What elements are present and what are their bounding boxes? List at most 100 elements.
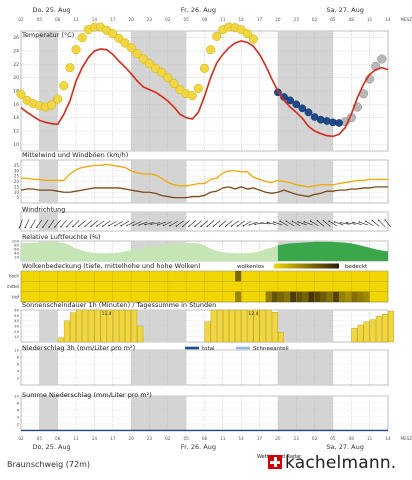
y-tick-label: 18 [13, 89, 19, 95]
y-tick-label: 30 [14, 324, 19, 329]
sunshine-bar [88, 309, 95, 343]
wind-arrow-head [200, 225, 202, 228]
hour-tick-label: 05 [183, 436, 189, 441]
temp-dot-yellow [248, 34, 258, 44]
hour-tick-label: 11 [220, 17, 226, 22]
sunshine-bar [265, 309, 272, 343]
sunshine-bar [351, 327, 358, 343]
sunshine-bar [204, 321, 211, 343]
wind-arrow-head [340, 222, 342, 224]
temp-dot-yellow [242, 29, 252, 39]
temp-dot-blue [304, 108, 313, 117]
hour-tick-label: 14 [92, 17, 98, 22]
wind-arrow [151, 222, 161, 225]
y-tick-label: 5 [16, 195, 19, 200]
temp-dot-yellow [144, 59, 154, 69]
wind-arrow-head [18, 227, 21, 229]
cloud-cell-low [332, 291, 340, 302]
hour-tick-label: 11 [220, 436, 226, 441]
y-tick-label: 14 [13, 115, 19, 121]
temp-dot-yellow [206, 45, 216, 55]
hour-tick-label: 20 [128, 17, 134, 22]
wind-arrow [36, 219, 43, 228]
wind-arrow-head [102, 225, 104, 227]
wind-arrow-head [206, 225, 208, 228]
hour-tick-label: 05 [183, 17, 189, 22]
y-tick-label: 40 [14, 318, 19, 323]
wind-arrow [206, 220, 215, 227]
wind-arrow-head [126, 224, 128, 227]
sunshine-bar [106, 309, 113, 343]
night-band [131, 396, 187, 431]
wind-arrow [108, 220, 117, 227]
sunshine-bar [388, 310, 395, 343]
wind-arrow-head [291, 220, 294, 222]
wind-arrow-head [48, 226, 50, 228]
cloud-cell-high [235, 271, 242, 282]
wind-arrow [317, 220, 325, 227]
sunshine-day-sum: 11.4 [102, 311, 112, 317]
wind-arrow-head [212, 225, 214, 228]
hour-tick-label: 05 [37, 17, 43, 22]
wind-arrow-head [279, 220, 281, 222]
wind-arrow-head [266, 221, 269, 224]
wind-arrow-head [182, 225, 184, 228]
night-band [277, 396, 333, 431]
wind-arrow [249, 221, 258, 226]
wind-arrow-head [96, 225, 98, 227]
hour-tick-label: 17 [110, 17, 116, 22]
y-tick-label: 2 [17, 376, 20, 381]
wind-arrow [310, 220, 319, 227]
day-label-top: Sa, 27. Aug [327, 6, 364, 14]
cloud-cell-low [326, 291, 333, 302]
swiss-cross-logo-icon [268, 455, 282, 469]
temp-dot-blue [335, 119, 343, 127]
sunshine-bar [222, 309, 229, 343]
wind-arrow-head [90, 225, 92, 228]
wind-line-0 [21, 163, 388, 188]
night-band [39, 310, 58, 342]
temp-dot-yellow [120, 38, 130, 48]
wind-arrow [102, 220, 111, 227]
wind-arrow-head [365, 220, 367, 222]
temp-dot-yellow [138, 54, 148, 64]
sunshine-bar [375, 316, 382, 343]
wind-arrow-head [132, 224, 134, 227]
wind-arrow [96, 220, 105, 227]
sunshine-bar [100, 309, 107, 343]
hour-tick-label: MESZ [400, 436, 412, 441]
y-tick-label: 15 [14, 184, 20, 189]
temp-dot-blue [298, 104, 307, 113]
night-band [131, 160, 187, 203]
sunshine-bar [137, 325, 144, 343]
sunshine-bar [241, 309, 248, 343]
temp-dot-yellow [132, 49, 142, 59]
brand-name[interactable]: kachelmann. [285, 453, 397, 473]
y-tick-label: 10 [14, 394, 19, 399]
wind-arrow [286, 220, 295, 227]
cloud-cell-low [320, 291, 327, 302]
y-tick-label: 10 [14, 348, 19, 353]
wind-arrow-head [254, 223, 256, 225]
wind-arrow-head [175, 225, 178, 227]
hour-tick-label: 11 [367, 436, 373, 441]
temp-dot-yellow [187, 91, 197, 101]
temperature-line [20, 40, 389, 138]
hour-tick-label: 11 [73, 436, 79, 441]
wind-arrow [365, 220, 374, 227]
temp-dot-yellow [65, 63, 75, 73]
wind-arrow [346, 222, 356, 225]
wind-arrow [19, 219, 23, 228]
hour-tick-label: 02 [312, 436, 318, 441]
wind-arrow [279, 220, 289, 227]
humidity-area-future [277, 241, 388, 261]
wind-arrow-head [60, 226, 62, 228]
temp-dot-yellow [157, 67, 167, 77]
wind-arrow [42, 219, 49, 228]
panel-title-clouds: Wolkenbedeckung (tiefe, mittelhohe und h… [22, 262, 201, 270]
wind-arrow [54, 219, 61, 228]
sunshine-bar [369, 319, 376, 343]
cloud-legend-bar [274, 263, 339, 269]
wind-arrow-head [24, 226, 26, 229]
